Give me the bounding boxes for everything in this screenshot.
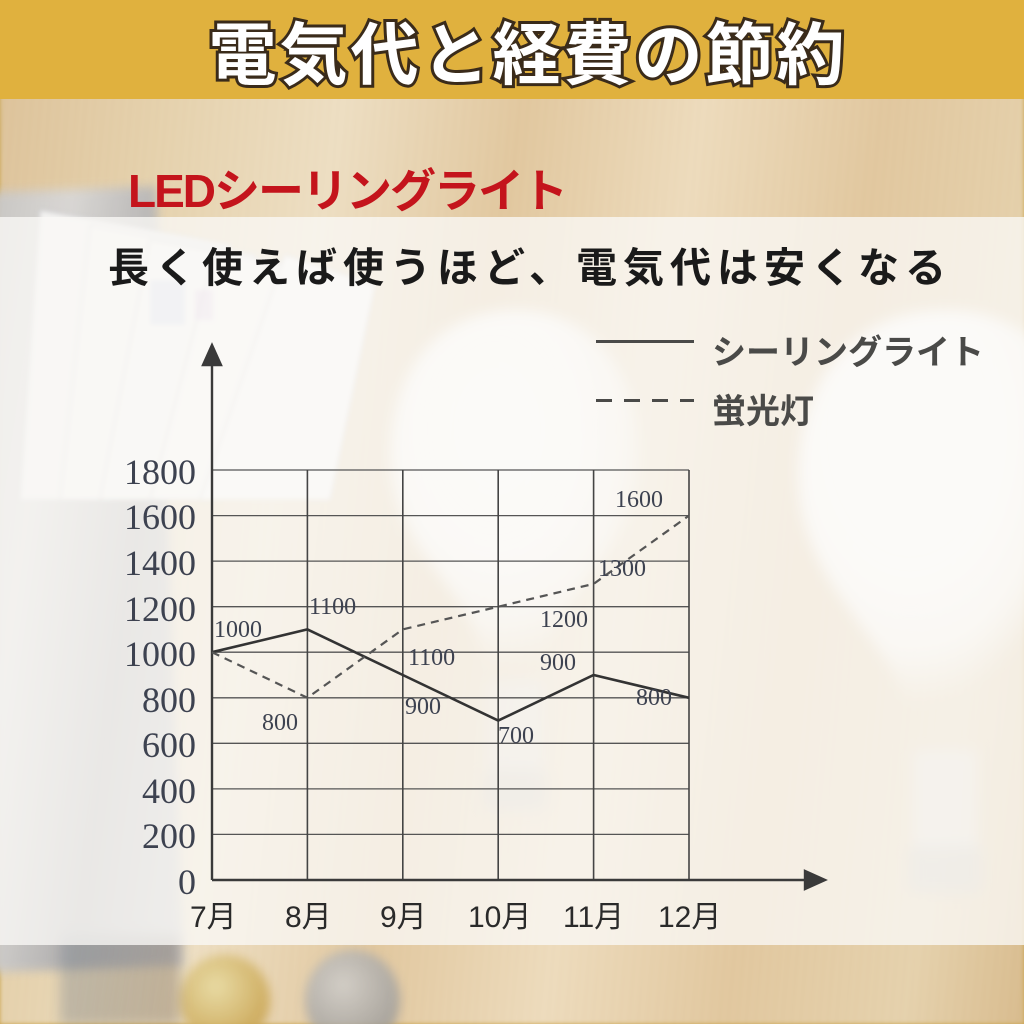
svg-text:800: 800 [262, 710, 298, 736]
svg-text:800: 800 [142, 680, 196, 720]
svg-text:1800: 1800 [124, 452, 196, 492]
svg-text:10月: 10月 [468, 901, 531, 934]
svg-text:11月: 11月 [563, 901, 624, 934]
svg-text:1000: 1000 [124, 634, 196, 674]
svg-text:1200: 1200 [540, 607, 588, 633]
svg-text:8月: 8月 [285, 901, 332, 934]
svg-text:800: 800 [636, 685, 672, 711]
svg-text:7月: 7月 [190, 901, 237, 934]
svg-text:1600: 1600 [124, 497, 196, 537]
svg-text:1200: 1200 [124, 589, 196, 629]
svg-text:1100: 1100 [408, 645, 455, 671]
svg-text:1300: 1300 [598, 556, 646, 582]
svg-text:1600: 1600 [615, 487, 663, 513]
svg-text:700: 700 [498, 723, 534, 749]
svg-text:600: 600 [142, 725, 196, 765]
svg-text:12月: 12月 [658, 901, 721, 934]
svg-text:200: 200 [142, 816, 196, 856]
svg-text:1100: 1100 [309, 594, 356, 620]
svg-text:1400: 1400 [124, 543, 196, 583]
svg-text:900: 900 [540, 650, 576, 676]
svg-text:1000: 1000 [214, 617, 262, 643]
svg-text:900: 900 [405, 694, 441, 720]
svg-text:9月: 9月 [380, 901, 427, 934]
svg-text:0: 0 [178, 862, 196, 902]
svg-text:400: 400 [142, 771, 196, 811]
